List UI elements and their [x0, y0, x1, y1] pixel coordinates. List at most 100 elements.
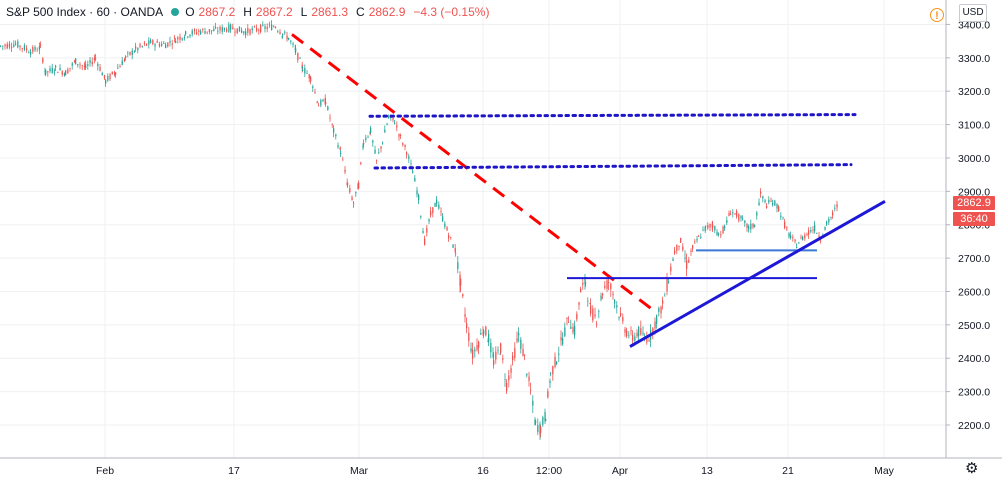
candle-body [770, 201, 772, 202]
candle-body [596, 323, 598, 325]
candle-body [457, 262, 459, 269]
candle-body [81, 65, 83, 67]
y-tick-label: 2700.0 [958, 253, 990, 265]
y-tick-label: 2600.0 [958, 286, 990, 298]
y-tick-label: 3200.0 [958, 86, 990, 98]
y-tick-label: 3300.0 [958, 53, 990, 65]
candle-body [506, 382, 508, 392]
candle-body [828, 218, 830, 223]
candle-body [396, 125, 398, 128]
price-series [0, 20, 838, 440]
candle-body [589, 303, 591, 305]
candle-body [125, 56, 127, 58]
candle-body [444, 223, 446, 227]
candle-body [271, 24, 273, 31]
candle-body [335, 134, 337, 137]
candle-body [682, 246, 684, 251]
candle-body [424, 238, 426, 245]
candle-body [297, 52, 299, 61]
candle-body [816, 233, 818, 234]
candle-body [6, 43, 8, 49]
candle-body [406, 152, 408, 155]
candle-body [266, 26, 268, 29]
candle-body [13, 44, 15, 47]
currency-button[interactable]: USD [959, 4, 987, 22]
candle-body [113, 72, 116, 75]
candle-body [256, 28, 258, 31]
candle-body [600, 295, 602, 300]
candle-body [284, 31, 286, 33]
chart-grid [0, 0, 946, 458]
candle-body [582, 282, 584, 285]
candle-body [15, 43, 17, 45]
candle-body [40, 44, 42, 46]
candle-body [245, 31, 247, 36]
candle-body [512, 355, 514, 361]
candle-body [156, 41, 158, 43]
candle-body [312, 86, 314, 88]
candle-body [626, 330, 628, 337]
alert-icon[interactable]: ! [930, 8, 944, 22]
candle-body [36, 50, 38, 52]
candle-body [264, 26, 266, 29]
time-axis: Feb 17 Mar 16 12:00 Apr 13 21 May [0, 457, 1002, 477]
candle-body [436, 199, 438, 204]
candle-body [516, 338, 518, 342]
candle-body [736, 211, 738, 217]
candle-body [416, 190, 418, 195]
candle-body [295, 48, 297, 52]
candle-body [592, 308, 594, 321]
candle-body [238, 26, 241, 32]
candle-body [774, 200, 776, 206]
candle-body [470, 348, 472, 352]
candle-body [251, 28, 253, 31]
candle-body [339, 147, 341, 150]
candle-body [646, 336, 648, 343]
candle-body [97, 63, 99, 67]
candle-body [778, 206, 780, 212]
candle-body [672, 258, 674, 261]
candle-body [562, 338, 564, 345]
candle-body [412, 171, 414, 174]
candle-body [91, 61, 93, 65]
candle-body [642, 332, 644, 334]
candle-body [202, 28, 204, 30]
candle-body [746, 223, 748, 228]
symbol-title[interactable]: S&P 500 Index · 60 · OANDA [6, 5, 164, 19]
candle-body [358, 182, 360, 189]
candle-body [365, 137, 367, 141]
candle-body [198, 30, 200, 33]
candle-body [79, 64, 81, 66]
candle-body [786, 227, 788, 229]
candle-body [780, 215, 782, 218]
candle-body [45, 69, 47, 75]
candle-body [349, 188, 351, 193]
gear-icon[interactable]: ⚙ [965, 460, 979, 477]
candle-body [493, 359, 495, 366]
close-key: C [356, 5, 365, 19]
candle-body [724, 225, 726, 229]
candle-body [800, 237, 802, 239]
candle-body [585, 282, 587, 284]
candle-body [101, 73, 103, 76]
candle-body [400, 135, 402, 136]
candle-body [30, 51, 32, 55]
candle-body [370, 127, 372, 133]
candle-body [810, 230, 812, 232]
candle-body [634, 336, 636, 341]
candle-body [612, 293, 614, 296]
candle-body [388, 116, 390, 119]
candle-body [367, 136, 369, 138]
candle-body [410, 163, 412, 164]
candle-body [568, 322, 570, 324]
candle-body [574, 326, 576, 336]
candle-body [718, 233, 720, 235]
candle-body [191, 30, 193, 35]
candle-body [414, 177, 416, 182]
candle-body [726, 220, 728, 223]
candle-body [32, 47, 34, 52]
candle-body [53, 71, 56, 73]
candle-body [4, 44, 6, 47]
candle-body [109, 74, 111, 80]
